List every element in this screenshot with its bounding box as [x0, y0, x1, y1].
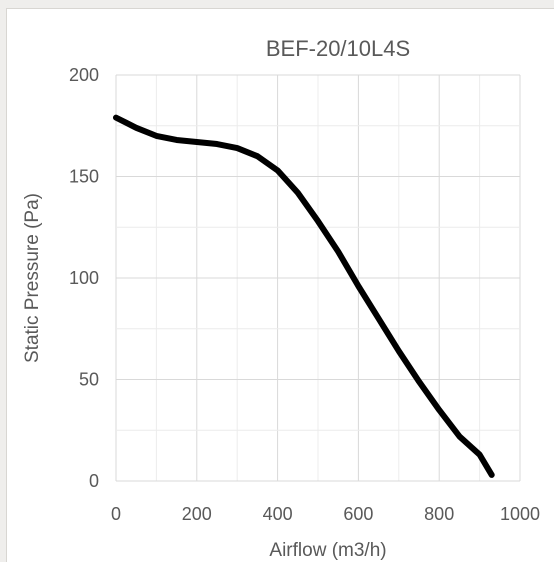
grid-layer — [115, 74, 521, 482]
axis-layer: 0 200 400 600 800 1000 0 50 100 150 200 — [69, 65, 540, 524]
y-tick-label: 100 — [69, 268, 99, 288]
y-tick-label: 200 — [69, 65, 99, 85]
y-axis-label: Static Pressure (Pa) — [22, 193, 43, 363]
x-tick-label: 0 — [111, 504, 121, 524]
chart-title: BEF-20/10L4S — [266, 36, 410, 61]
series-line — [113, 114, 495, 478]
y-tick-label: 0 — [89, 471, 99, 491]
x-axis-label: Airflow (m3/h) — [269, 540, 386, 561]
x-tick-label: 800 — [424, 504, 454, 524]
chart-panel — [6, 8, 554, 562]
series-layer — [113, 114, 495, 478]
x-tick-label: 200 — [182, 504, 212, 524]
y-tick-label: 50 — [79, 370, 99, 390]
x-tick-label: 600 — [343, 504, 373, 524]
x-tick-label: 400 — [263, 504, 293, 524]
y-tick-label: 150 — [69, 167, 99, 187]
x-tick-label: 1000 — [500, 504, 540, 524]
